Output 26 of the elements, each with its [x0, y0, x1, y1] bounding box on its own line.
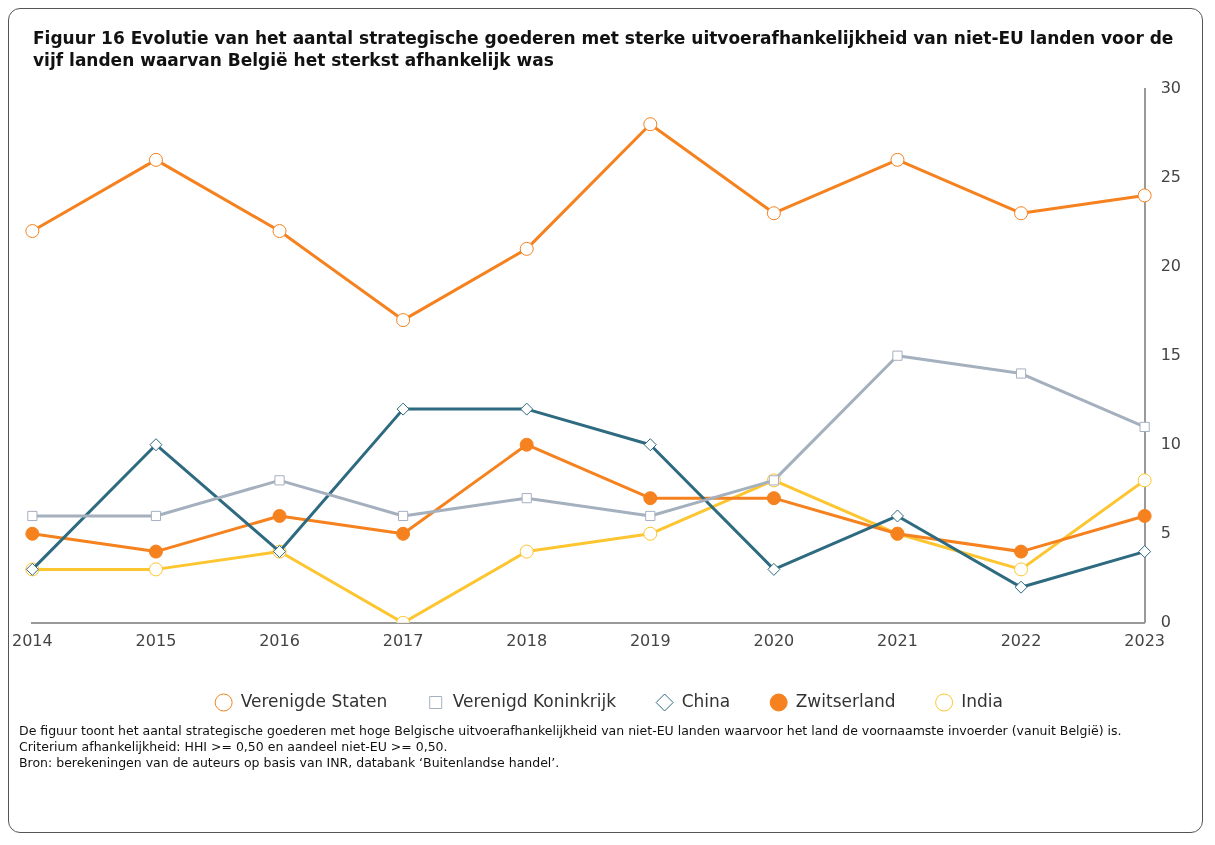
legend-label: China: [681, 690, 731, 711]
y-tick-label: 10: [1160, 433, 1181, 453]
x-tick-label: 2018: [506, 630, 548, 650]
x-tick-label: 2020: [753, 630, 795, 650]
y-tick-label: 15: [1160, 344, 1181, 364]
x-tick-label: 2022: [1000, 630, 1042, 650]
y-tick-label: 30: [1160, 77, 1181, 97]
y-tick-label: 20: [1160, 255, 1181, 275]
y-tick-label: 0: [1160, 611, 1171, 631]
chart-title: Figuur 16 Evolutie van het aantal strategische goederen met sterke uitvoerafhankelijkheid van niet-EU landen voor de vijf landen waarvan België het sterkst afhankelijk was: [33, 27, 1175, 71]
legend-label: Zwitserland: [795, 690, 896, 711]
legend-label: India: [961, 690, 1003, 711]
legend-label: Verenigd Koninkrijk: [452, 690, 617, 711]
text: De figuur toont het aantal strategische goederen met hoge Belgische uitvoerafhankelijkheid van niet-EU landen waarvoor het land de voornaamste invoerder (vanuit België) is.: [19, 723, 1123, 739]
x-tick-label: 2014: [12, 630, 53, 650]
x-tick-label: 2016: [259, 630, 300, 650]
x-tick-label: 2021: [877, 630, 918, 650]
text: Criterium afhankelijkheid: HHI >= 0,50 en aandeel niet-EU >= 0,50.: [19, 739, 449, 755]
x-tick-label: 2019: [629, 630, 671, 650]
x-tick-label: 2015: [135, 630, 177, 650]
y-tick-label: 5: [1160, 522, 1171, 542]
text: Bron: berekeningen van de auteurs op basis van INR, databank ‘Buitenlandse handel’.: [19, 755, 561, 771]
y-tick-label: 25: [1160, 166, 1181, 186]
x-tick-label: 2017: [382, 630, 424, 650]
x-tick-label: 2023: [1124, 630, 1165, 650]
legend-label: Verenigde Staten: [240, 690, 388, 711]
